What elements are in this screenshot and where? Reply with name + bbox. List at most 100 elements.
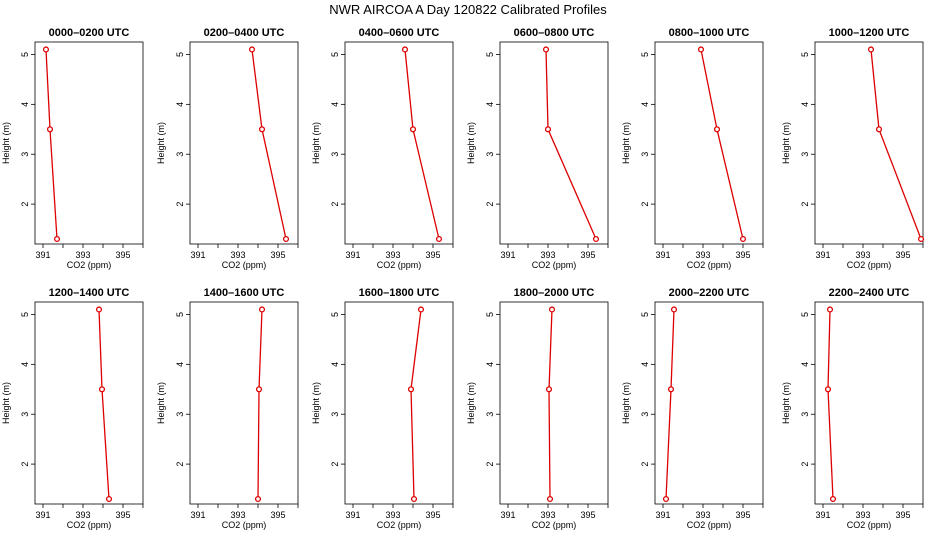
x-tick-label: 391 <box>345 510 360 520</box>
data-point <box>53 235 61 243</box>
y-axis-label: Height (m) <box>621 122 631 164</box>
y-axis-label: Height (m) <box>621 382 631 424</box>
x-tick-label: 391 <box>500 510 515 520</box>
y-tick-label: 3 <box>485 412 495 417</box>
y-tick-label: 2 <box>485 202 495 207</box>
y-tick-label: 2 <box>330 202 340 207</box>
x-tick-label: 391 <box>655 510 670 520</box>
plot-frame <box>814 301 924 505</box>
data-point <box>409 126 417 133</box>
plot-frame <box>499 41 609 245</box>
y-tick-label: 5 <box>175 52 185 57</box>
data-point <box>401 46 409 53</box>
x-axis-label: CO2 (ppm) <box>847 520 892 530</box>
profile-line <box>45 49 58 240</box>
profile-line <box>545 49 597 240</box>
panel-title: 0800–1000 UTC <box>669 27 750 39</box>
page-title: NWR AIRCOA A Day 120822 Calibrated Profi… <box>329 2 607 17</box>
panel-title: 0600–0800 UTC <box>514 27 595 39</box>
y-tick-label: 4 <box>175 102 185 107</box>
data-point <box>410 495 418 503</box>
x-tick-label: 391 <box>190 510 205 520</box>
data-point <box>282 235 290 243</box>
panel-title: 1400–1600 UTC <box>204 287 285 299</box>
y-tick-label: 3 <box>800 152 810 157</box>
y-tick-label: 2 <box>20 202 30 207</box>
x-tick-label: 391 <box>655 250 670 260</box>
y-tick-label: 2 <box>330 462 340 467</box>
panel-title: 0400–0600 UTC <box>359 27 440 39</box>
y-tick-label: 3 <box>330 412 340 417</box>
data-point <box>248 46 256 53</box>
y-tick-label: 2 <box>640 202 650 207</box>
y-tick-label: 3 <box>640 152 650 157</box>
y-axis-label: Height (m) <box>1 122 11 164</box>
plot-frame <box>344 301 454 505</box>
data-point <box>824 386 832 393</box>
x-tick-label: 395 <box>115 250 130 260</box>
y-tick-label: 3 <box>485 152 495 157</box>
x-tick-label: 391 <box>815 510 830 520</box>
plot-frame <box>654 301 764 505</box>
data-point <box>670 306 678 313</box>
x-tick-label: 393 <box>855 250 870 260</box>
y-tick-label: 3 <box>330 152 340 157</box>
y-axis-label: Height (m) <box>1 382 11 424</box>
data-point <box>713 126 721 133</box>
data-point <box>98 386 106 393</box>
profile-line <box>827 309 834 500</box>
y-tick-label: 2 <box>485 462 495 467</box>
plot-frame <box>189 41 299 245</box>
plot-frame <box>814 41 924 245</box>
x-axis-label: CO2 (ppm) <box>67 520 112 530</box>
x-tick-label: 393 <box>695 250 710 260</box>
y-tick-label: 5 <box>175 312 185 317</box>
profile-line <box>404 49 440 240</box>
data-point <box>46 126 54 133</box>
y-tick-label: 5 <box>800 52 810 57</box>
y-tick-label: 3 <box>640 412 650 417</box>
data-point <box>739 235 747 243</box>
data-point <box>544 126 552 133</box>
data-point <box>826 306 834 313</box>
y-tick-label: 4 <box>20 362 30 367</box>
x-tick-label: 393 <box>230 250 245 260</box>
y-tick-label: 5 <box>330 52 340 57</box>
x-axis-label: CO2 (ppm) <box>847 260 892 270</box>
x-tick-label: 395 <box>425 510 440 520</box>
y-axis-label: Height (m) <box>781 122 791 164</box>
y-tick-label: 4 <box>485 362 495 367</box>
x-tick-label: 393 <box>75 250 90 260</box>
y-axis-label: Height (m) <box>156 122 166 164</box>
data-point <box>417 306 425 313</box>
y-tick-label: 3 <box>175 412 185 417</box>
plot-frame <box>499 301 609 505</box>
y-tick-label: 2 <box>175 202 185 207</box>
x-tick-label: 395 <box>425 250 440 260</box>
x-axis-label: CO2 (ppm) <box>222 260 267 270</box>
x-tick-label: 395 <box>895 510 910 520</box>
data-point <box>667 386 675 393</box>
profile-line <box>410 309 422 500</box>
y-tick-label: 3 <box>20 152 30 157</box>
y-axis-label: Height (m) <box>466 122 476 164</box>
data-point <box>545 386 553 393</box>
x-tick-label: 393 <box>540 250 555 260</box>
plot-frame <box>344 41 454 245</box>
x-tick-label: 395 <box>580 510 595 520</box>
y-tick-label: 5 <box>485 52 495 57</box>
y-tick-label: 4 <box>330 102 340 107</box>
x-axis-label: CO2 (ppm) <box>222 520 267 530</box>
profile-line <box>257 309 263 500</box>
y-tick-label: 2 <box>800 202 810 207</box>
y-axis-label: Height (m) <box>466 382 476 424</box>
x-tick-label: 393 <box>385 250 400 260</box>
x-axis-label: CO2 (ppm) <box>532 520 577 530</box>
